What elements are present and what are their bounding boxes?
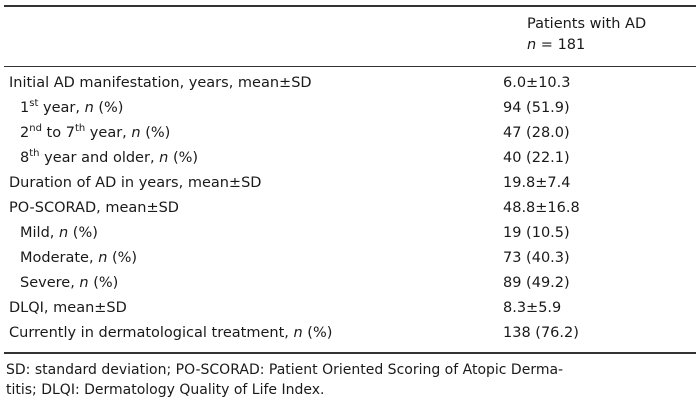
label-text: (%) — [88, 275, 119, 291]
table-footnote: SD: standard deviation; PO-SCORAD: Patie… — [6, 360, 694, 400]
n-symbol: n — [131, 125, 141, 141]
table-row: Duration of AD in years, mean±SD 19.8±7.4 — [0, 171, 700, 196]
label-text: (%) — [302, 325, 333, 341]
row-label: Duration of AD in years, mean±SD — [9, 171, 261, 196]
label-text: Moderate, — [20, 250, 99, 266]
label-text: Mild, — [20, 225, 59, 241]
row-value: 138 (76.2) — [503, 325, 579, 341]
row-label: Severe, n (%) — [20, 271, 118, 296]
column-header-n: n = 181 — [527, 35, 646, 56]
label-text: (%) — [93, 100, 124, 116]
label-text: year and older, — [39, 150, 160, 166]
label-text: (%) — [140, 125, 171, 141]
row-value: 19.8±7.4 — [503, 175, 571, 191]
label-text: Currently in dermatological treatment, — [9, 325, 294, 341]
label-text: (%) — [168, 150, 199, 166]
n-symbol: n — [293, 325, 303, 341]
row-value: 40 (22.1) — [503, 150, 570, 166]
footnote-line-1: SD: standard deviation; PO-SCORAD: Patie… — [6, 362, 564, 378]
table-row: Severe, n (%) 89 (49.2) — [0, 271, 700, 296]
row-label: Mild, n (%) — [20, 221, 98, 246]
n-symbol: n — [98, 250, 108, 266]
n-symbol: n — [159, 150, 169, 166]
row-value: 19 (10.5) — [503, 225, 570, 241]
label-text: (%) — [68, 225, 98, 241]
row-value: 6.0±10.3 — [503, 75, 571, 91]
label-text: DLQI, mean±SD — [9, 300, 127, 316]
footnote-line-2: titis; DLQI: Dermatology Quality of Life… — [6, 382, 325, 398]
table-row: 1st year, n (%) 94 (51.9) — [0, 96, 700, 121]
row-value: 89 (49.2) — [503, 275, 570, 291]
table-top-rule — [4, 5, 696, 7]
column-header: Patients with AD n = 181 — [527, 14, 646, 56]
row-label: Initial AD manifestation, years, mean±SD — [9, 71, 312, 96]
row-value: 73 (40.3) — [503, 250, 570, 266]
label-text: PO-SCORAD, mean±SD — [9, 200, 179, 216]
label-text: (%) — [107, 250, 138, 266]
table-row: Mild, n (%) 19 (10.5) — [0, 221, 700, 246]
row-value: 94 (51.9) — [503, 100, 570, 116]
row-value: 47 (28.0) — [503, 125, 570, 141]
label-text: Duration of AD in years, mean±SD — [9, 175, 262, 191]
row-label: DLQI, mean±SD — [9, 296, 127, 321]
label-text: Severe, — [20, 275, 80, 291]
n-symbol: n — [79, 275, 89, 291]
table-row: 8th year and older, n (%) 40 (22.1) — [0, 146, 700, 171]
label-text: to 7 — [41, 125, 75, 141]
row-label: Currently in dermatological treatment, n… — [9, 321, 332, 346]
row-label: Moderate, n (%) — [20, 246, 137, 271]
row-label: 8th year and older, n (%) — [20, 146, 198, 171]
n-symbol: n — [84, 100, 94, 116]
row-label: PO-SCORAD, mean±SD — [9, 196, 179, 221]
label-text: Initial AD manifestation, years, mean±SD — [9, 75, 312, 91]
table-row: Currently in dermatological treatment, n… — [0, 321, 700, 346]
table-row: Moderate, n (%) 73 (40.3) — [0, 246, 700, 271]
row-label: 1st year, n (%) — [20, 96, 123, 121]
table-row: 2nd to 7th year, n (%) 47 (28.0) — [0, 121, 700, 146]
n-symbol: n — [59, 225, 69, 241]
label-superscript: nd — [29, 123, 42, 134]
label-text: 8 — [20, 150, 30, 166]
n-symbol: n — [527, 37, 537, 53]
row-value: 48.8±16.8 — [503, 200, 580, 216]
label-text: year, — [38, 100, 85, 116]
table-header-rule — [4, 66, 696, 67]
table-bottom-rule — [4, 352, 696, 354]
row-label: 2nd to 7th year, n (%) — [20, 121, 170, 146]
table-row: DLQI, mean±SD 8.3±5.9 — [0, 296, 700, 321]
label-superscript: st — [29, 98, 39, 109]
label-text: year, — [85, 125, 132, 141]
label-superscript: th — [29, 148, 40, 159]
row-value: 8.3±5.9 — [503, 300, 562, 316]
column-header-title: Patients with AD — [527, 16, 647, 32]
table-row: PO-SCORAD, mean±SD 48.8±16.8 — [0, 196, 700, 221]
label-superscript: th — [74, 123, 86, 134]
n-value: = 181 — [536, 37, 586, 53]
table-row: Initial AD manifestation, years, mean±SD… — [0, 71, 700, 96]
label-text: 1 — [20, 100, 30, 116]
label-text: 2 — [20, 125, 30, 141]
